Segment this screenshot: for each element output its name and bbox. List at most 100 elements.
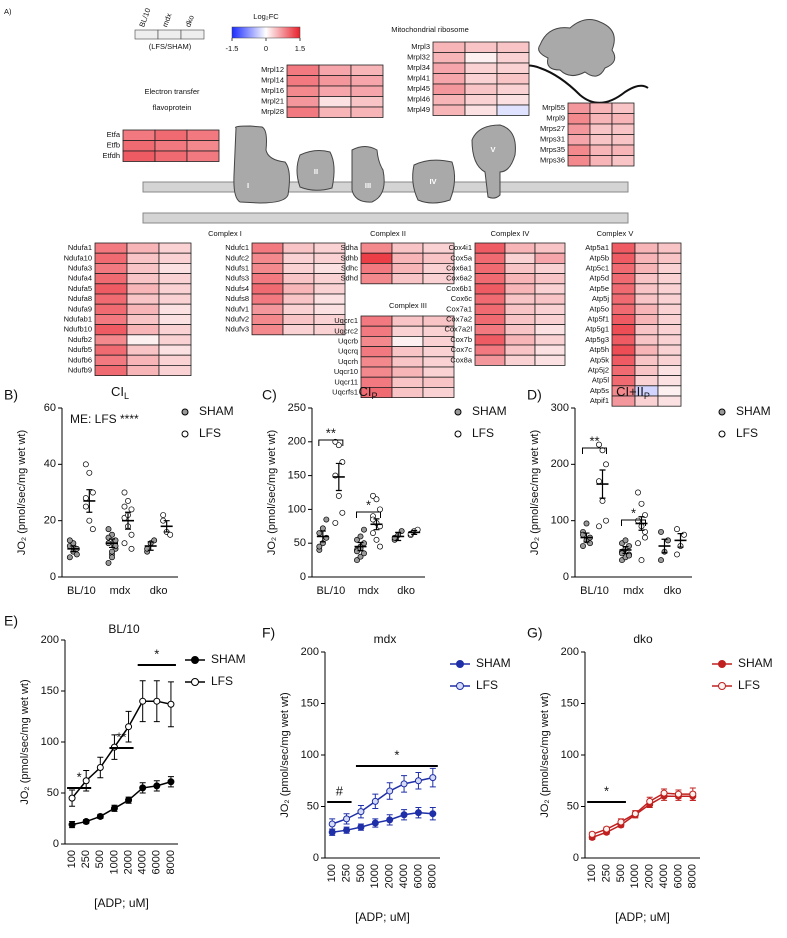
heat-cell (464, 62, 498, 74)
heat-cell (634, 313, 659, 325)
row-label: Uqcrc1 (334, 316, 358, 325)
row-label: Cox6a1 (446, 263, 472, 272)
heat-cell (464, 83, 498, 95)
row-label: Ndufs1 (225, 263, 249, 272)
heat-cell (313, 303, 346, 315)
legend-marker (718, 408, 726, 416)
y-tick-label: 200 (561, 646, 579, 658)
line-panel: E) 0 50 100 150 200 JO₂ (pmol/sec/mg wet wt) BL… (4, 613, 246, 910)
data-point (82, 495, 89, 502)
panel-label: A) (4, 7, 12, 16)
heat-cell (122, 129, 156, 141)
y-tick-label: 60 (44, 402, 56, 414)
heat-cell (282, 324, 315, 336)
group-title: Mitochondrial ribosome (391, 25, 469, 34)
heat-cell (464, 104, 498, 116)
heat-cell (360, 356, 393, 368)
heat-cell (611, 334, 636, 346)
data-point (580, 543, 586, 549)
heat-cell (611, 144, 635, 156)
x-tick-label: 6000 (412, 864, 424, 888)
heat-cell (657, 262, 682, 274)
legend-label: LFS (472, 426, 494, 440)
y-tick-label: 0 (573, 852, 579, 864)
heat-cell (282, 242, 315, 254)
heat-cell (126, 283, 160, 295)
error-bar (411, 529, 418, 536)
x-tick-label: 250 (80, 850, 92, 868)
heat-cell (158, 354, 192, 366)
heat-cell (534, 273, 566, 285)
heat-cell (432, 73, 466, 85)
chart-title: CI+IIP (616, 384, 650, 401)
error-bar (677, 533, 684, 548)
title-main: CI+II (616, 384, 644, 399)
data-point (596, 523, 602, 530)
heat-cell (611, 313, 636, 325)
y-axis-label: JO₂ (pmol/sec/mg wet wt) (539, 692, 551, 817)
panel-label: D) (527, 387, 542, 403)
y-tick-label: 100 (551, 515, 569, 527)
legend-marker (181, 430, 189, 438)
heat-cell (611, 123, 635, 135)
data-point (599, 498, 606, 504)
data-point (160, 512, 167, 518)
heat-cell (504, 344, 536, 356)
row-label: Atp5l (592, 376, 609, 385)
heat-cell (634, 283, 659, 295)
heat-cell (350, 75, 384, 87)
data-point (357, 553, 364, 560)
chart-title: BL/10 (108, 622, 140, 636)
heat-cell (611, 155, 635, 167)
x-tick-label: 6000 (151, 850, 163, 874)
heat-cell (94, 324, 128, 336)
complex-label: I (247, 181, 249, 190)
row-label: Ndufb9 (68, 365, 92, 374)
heat-cell (567, 123, 591, 135)
heat-cell (611, 134, 635, 146)
heat-cell (611, 252, 636, 264)
data-point (354, 557, 360, 564)
heat-cell (634, 303, 659, 315)
membrane (142, 19, 649, 224)
row-label: Ndufs3 (225, 274, 249, 283)
heat-cell (589, 102, 613, 114)
y-tick-label: 150 (288, 470, 306, 482)
legend-marker (191, 678, 199, 686)
legend-label: SHAM (738, 656, 773, 670)
heat-cell (611, 293, 636, 305)
row-label: Ndufb6 (68, 355, 92, 364)
error-bar (395, 531, 402, 542)
heat-cell (282, 313, 315, 325)
panel-label: F) (262, 625, 275, 641)
heat-cell (611, 273, 636, 285)
data-point (139, 784, 147, 792)
data-point (357, 533, 364, 540)
group-title: Complex IV (491, 229, 530, 238)
heat-cell (589, 134, 613, 146)
data-point (386, 816, 394, 824)
heat-cell (474, 344, 506, 356)
heat-cell (391, 315, 424, 327)
row-label: Cox7a1 (446, 304, 472, 313)
panel-label: E) (4, 613, 18, 629)
panel-label: B) (4, 387, 18, 403)
heat-cell (657, 375, 682, 387)
heat-cell (350, 96, 384, 108)
row-label: Uqcrfs1 (332, 387, 358, 396)
x-tick-label: mdx (358, 585, 379, 597)
x-tick-label: 8000 (687, 864, 699, 888)
error-bar (373, 518, 380, 531)
heat-cell (313, 324, 346, 336)
row-label: Mrpl55 (542, 103, 565, 112)
data-point (335, 442, 342, 449)
legend-marker (718, 430, 726, 438)
row-label: Atp5f1 (587, 314, 609, 323)
panel-label: G) (527, 625, 543, 641)
data-point (377, 543, 383, 550)
row-label: Uqcrb (338, 336, 358, 345)
heat-cell (186, 140, 220, 152)
data-point (583, 520, 590, 527)
heat-cell (391, 252, 424, 264)
data-point (319, 525, 326, 532)
